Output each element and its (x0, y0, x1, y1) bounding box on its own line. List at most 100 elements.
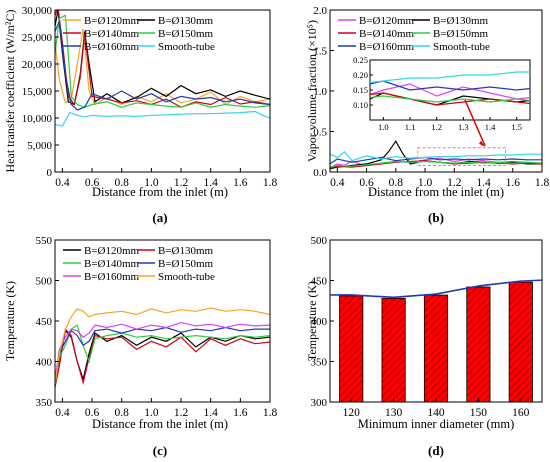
x-axis-label: Distance from the inlet (m) (92, 417, 228, 431)
x-tick-label: 1.8 (535, 177, 550, 189)
trend-line (330, 279, 543, 299)
x-axis-label: Minimum inner diameter (mm) (358, 417, 515, 431)
series-line-1 (370, 92, 530, 106)
x-tick-label: 1.0 (144, 407, 159, 419)
legend-entry: B=Ø160mm (84, 41, 140, 53)
y-tick-label: 550 (36, 235, 53, 247)
panel-label: (a) (152, 210, 167, 225)
panel-label: (c) (153, 443, 167, 458)
x-tick-label: 130 (385, 407, 403, 419)
y-axis-label: Temperature (K) (305, 281, 319, 361)
legend-entry: Smooth-tube (433, 41, 490, 53)
y-axis-label: Temperature (K) (3, 281, 17, 361)
series-line-1 (55, 327, 270, 388)
legend-entry: B=Ø140mm (84, 28, 140, 40)
x-tick-label: 0.6 (85, 177, 100, 189)
series-line-5 (330, 150, 542, 162)
y-tick-label: 20,000 (22, 59, 53, 71)
bar-150 (466, 286, 491, 403)
legend-entry: B=Ø130mm (433, 15, 489, 27)
x-tick-label: 1.8 (263, 407, 278, 419)
x-tick-label: 0.4 (55, 407, 70, 419)
bar-130 (381, 297, 406, 403)
y-tick-label: 350 (36, 397, 53, 409)
legend-entry: B=Ø120mm (84, 245, 140, 257)
legend-entry: B=Ø130mm (158, 245, 214, 257)
bar-120 (339, 295, 364, 403)
y-tick-label: 0 (47, 167, 53, 179)
series-line-4 (370, 80, 530, 91)
legend-entry: B=Ø140mm (84, 258, 140, 270)
inset-y-tick-label: 0.20 (353, 70, 368, 80)
series-line-2 (370, 92, 530, 106)
legend-entry: B=Ø160mm (359, 41, 415, 53)
y-axis-label: Vapor volume fraction (×10⁵) (305, 20, 319, 162)
legend-entry: B=Ø120mm (359, 15, 415, 27)
series-line-0 (55, 329, 270, 386)
x-tick-label: 1.4 (204, 407, 219, 419)
inset-x-tick-label: 1.1 (405, 122, 416, 132)
zoom-region-box (417, 147, 506, 167)
x-tick-label: 150 (470, 407, 488, 419)
legend-entry: B=Ø140mm (359, 28, 415, 40)
x-tick-label: 0.6 (85, 407, 100, 419)
legend-entry: B=Ø150mm (158, 28, 214, 40)
bar-140 (423, 294, 449, 403)
legend-entry: Smooth-tube (158, 41, 215, 53)
x-tick-label: 1.4 (204, 177, 219, 189)
zoom-arrow (464, 99, 486, 147)
y-tick-label: 500 (36, 276, 53, 288)
chart-panel-0: Distance from the inlet (m) Heat transfer… (3, 5, 277, 225)
y-tick-label: 0.0 (313, 167, 327, 179)
inset-x-tick-label: 1.4 (485, 122, 496, 132)
inset-x-tick-label: 1.5 (511, 122, 522, 132)
x-tick-label: 0.8 (115, 407, 130, 419)
series-line-5 (55, 307, 270, 385)
y-tick-label: 30,000 (22, 5, 53, 17)
series-line-5 (55, 110, 270, 127)
x-tick-label: 0.4 (55, 177, 70, 189)
y-tick-label: 400 (311, 316, 328, 328)
legend-entry: Smooth-tube (158, 271, 215, 283)
y-tick-label: 25,000 (22, 32, 53, 44)
inset-y-tick-label: 0.25 (353, 55, 368, 65)
x-axis-label: Distance from the inlet (m) (92, 185, 228, 199)
inset-x-tick-label: 1.0 (378, 122, 389, 132)
y-tick-label: 300 (311, 397, 328, 409)
x-tick-label: 1.8 (263, 177, 278, 189)
y-tick-label: 350 (311, 357, 328, 369)
series-line-2 (55, 324, 270, 385)
legend-entry: B=Ø150mm (158, 258, 214, 270)
legend-entry: B=Ø120mm (84, 15, 140, 27)
y-tick-label: 400 (36, 357, 53, 369)
y-tick-label: 450 (311, 276, 328, 288)
x-tick-label: 1.0 (418, 177, 433, 189)
x-tick-label: 0.6 (359, 177, 374, 189)
bar-160 (508, 281, 533, 403)
legend-entry: B=Ø160mm (84, 271, 140, 283)
panel-label: (d) (428, 443, 444, 458)
x-tick-label: 0.4 (330, 177, 345, 189)
series-line-4 (330, 156, 542, 165)
x-tick-label: 140 (427, 407, 445, 419)
inset-frame (369, 59, 531, 121)
inset-chart: 1.0 1.1 1.2 1.3 1.4 1.5 0.10 0.15 0.20 0.25 (353, 55, 531, 132)
inset-x-tick-label: 1.2 (431, 122, 442, 132)
legend-entry: B=Ø130mm (158, 15, 214, 27)
y-tick-label: 0.5 (313, 127, 327, 139)
series-line-2 (55, 10, 270, 108)
y-tick-label: 2.0 (313, 5, 327, 17)
y-tick-label: 15,000 (22, 86, 53, 98)
series-line-3 (55, 326, 270, 382)
legend-entry: B=Ø150mm (433, 28, 489, 40)
zoom-arrow-head (479, 140, 485, 147)
x-tick-label: 0.8 (389, 177, 404, 189)
series-line-3 (370, 95, 530, 103)
chart-panel-3: Minimum inner diameter (mm) Temperature (… (305, 235, 543, 458)
x-tick-label: 1.2 (174, 177, 189, 189)
chart-panel-1: Distance from the inlet (m) Vapor volume … (305, 5, 550, 225)
inset-y-tick-label: 0.10 (353, 100, 368, 110)
y-tick-label: 5,000 (27, 140, 52, 152)
inset-y-tick-label: 0.15 (353, 85, 368, 95)
